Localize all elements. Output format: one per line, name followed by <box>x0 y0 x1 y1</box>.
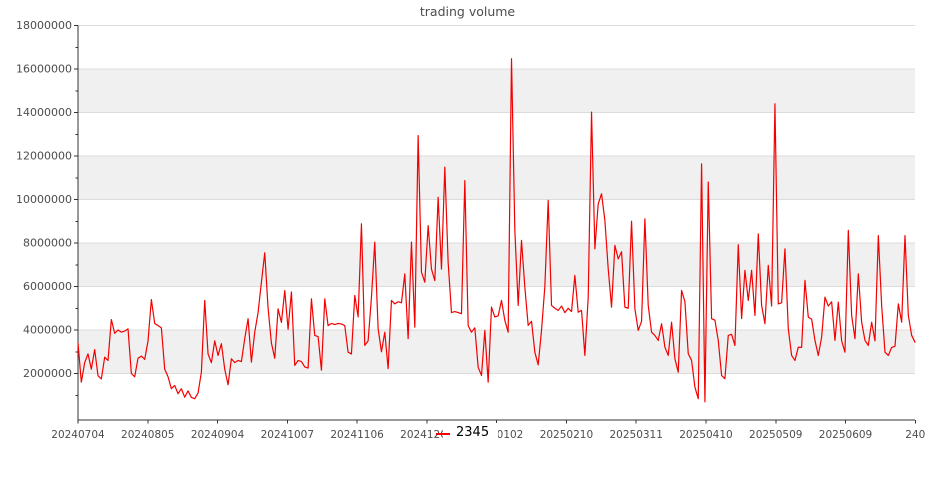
axes-spines <box>77 25 915 421</box>
volume-line-series <box>77 58 916 403</box>
x-tick-label: 20250609 <box>819 429 872 441</box>
y-tick-label: 14000000 <box>16 106 72 119</box>
x-tick-label: 20250410 <box>679 429 732 441</box>
y-tick-label: 6000000 <box>23 280 72 293</box>
x-axis: 20240704 20240805 20240904 20241007 20241106… <box>51 420 925 441</box>
y-tick-label: 18000000 <box>16 19 72 32</box>
y-tick-label: 2000000 <box>23 367 72 380</box>
x-tick-label: 20240805 <box>121 429 174 441</box>
y-axis: 2000000 4000000 6000000 8000000 10000000 1200… <box>16 19 78 396</box>
x-tick-label: 20241106 <box>330 429 384 441</box>
x-tick-label: 20250311 <box>609 429 662 441</box>
y-tick-label: 16000000 <box>16 63 72 76</box>
y-gridlines <box>78 25 915 374</box>
x-tick-label: 20241206 <box>400 429 454 441</box>
legend-background <box>443 423 498 445</box>
y-tick-label: 10000000 <box>16 193 72 206</box>
x-tick-label: 20241007 <box>261 429 314 441</box>
legend-label: 2345 <box>456 425 490 440</box>
y-tick-label: 4000000 <box>23 324 72 337</box>
x-tick-label: 240 <box>905 429 925 441</box>
y-tick-label: 8000000 <box>23 237 72 250</box>
x-tick-label: 20250210 <box>540 429 593 441</box>
chart-title: trading volume <box>419 4 516 19</box>
x-tick-label: 20240904 <box>191 429 245 441</box>
x-tick-label: 20240704 <box>51 429 105 441</box>
y-tick-label: 12000000 <box>16 150 72 163</box>
legend-line-swatch <box>436 432 450 435</box>
x-tick-label: 20250509 <box>749 429 802 441</box>
